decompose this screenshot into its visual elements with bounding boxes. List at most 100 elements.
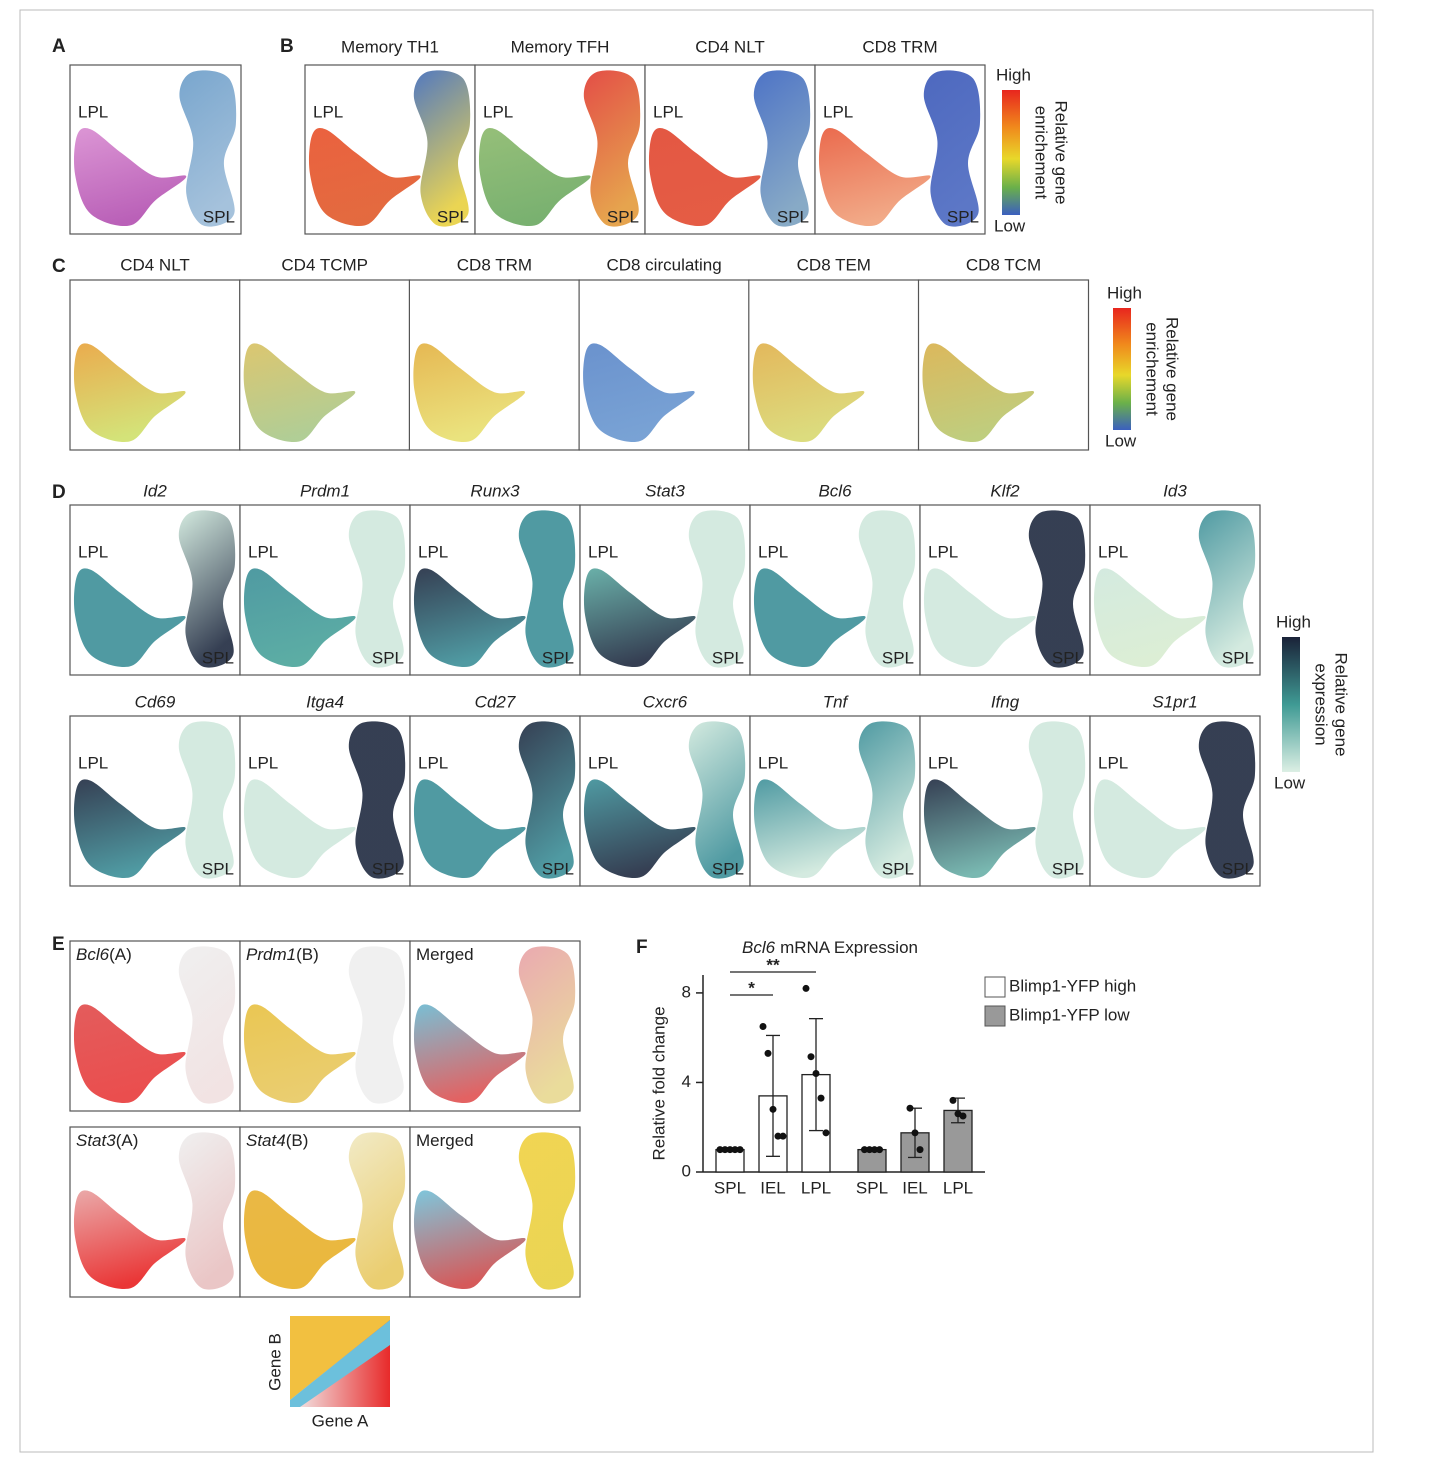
lpl-cluster bbox=[413, 343, 525, 443]
cluster-label: SPL bbox=[437, 207, 469, 226]
data-point bbox=[779, 1132, 787, 1140]
spl-cluster bbox=[923, 70, 981, 227]
data-point bbox=[759, 1022, 767, 1030]
panel-letter: B bbox=[280, 36, 294, 57]
plot-title: Bcl6 bbox=[818, 481, 852, 500]
data-point bbox=[911, 1129, 919, 1137]
plot-title: Id3 bbox=[1163, 481, 1187, 500]
plot-title: Tnf bbox=[823, 692, 850, 711]
cluster-label: SPL bbox=[1222, 648, 1254, 667]
legend-label: Blimp1-YFP high bbox=[1009, 976, 1136, 995]
spl-cluster bbox=[178, 946, 236, 1104]
cluster-label: LPL bbox=[823, 102, 853, 121]
y-tick-label: 0 bbox=[682, 1161, 691, 1180]
colorbar-low: Low bbox=[994, 216, 1026, 235]
data-point bbox=[959, 1112, 967, 1120]
cluster-label: LPL bbox=[483, 102, 513, 121]
plot-title: Prdm1 bbox=[300, 481, 350, 500]
legend-overlap bbox=[290, 1320, 390, 1407]
data-point bbox=[916, 1146, 924, 1154]
colorbar bbox=[1002, 90, 1020, 215]
colorbar-high: High bbox=[1276, 612, 1311, 631]
lpl-cluster bbox=[583, 779, 696, 879]
plot-title: Stat3 bbox=[645, 481, 685, 500]
lpl-cluster bbox=[583, 568, 696, 668]
lpl-cluster bbox=[73, 343, 186, 443]
plot-title: Memory TH1 bbox=[341, 37, 439, 56]
cluster-label: SPL bbox=[712, 648, 744, 667]
plot-title: S1pr1 bbox=[1152, 692, 1197, 711]
colorbar-label: expression bbox=[1312, 663, 1331, 745]
cluster-label: LPL bbox=[1098, 753, 1128, 772]
legend-swatch bbox=[984, 1005, 1006, 1027]
significance-label: * bbox=[748, 978, 755, 997]
cluster-label: SPL bbox=[607, 207, 639, 226]
data-point bbox=[721, 1146, 729, 1154]
y-tick-label: 4 bbox=[682, 1072, 691, 1091]
cluster-label: SPL bbox=[203, 207, 235, 226]
cluster-label: LPL bbox=[313, 102, 343, 121]
lpl-cluster bbox=[413, 779, 526, 879]
plot-title: Bcl6(A) bbox=[76, 945, 132, 964]
gene-role: (B) bbox=[286, 1131, 309, 1150]
spl-cluster bbox=[518, 1132, 576, 1290]
cluster-label: SPL bbox=[947, 207, 979, 226]
cluster-label: LPL bbox=[1098, 542, 1128, 561]
data-point bbox=[876, 1146, 883, 1154]
x-tick-label: LPL bbox=[943, 1178, 973, 1197]
plot-title: Prdm1(B) bbox=[246, 945, 319, 964]
plot-title: Runx3 bbox=[470, 481, 520, 500]
spl-cluster bbox=[688, 510, 746, 668]
gene-name: Prdm1 bbox=[246, 945, 296, 964]
lpl-cluster bbox=[752, 343, 865, 443]
plot-title: CD8 circulating bbox=[606, 255, 721, 274]
cluster-label: SPL bbox=[1052, 859, 1084, 878]
x-tick-label: SPL bbox=[856, 1178, 888, 1197]
spl-cluster bbox=[858, 721, 916, 879]
data-point bbox=[871, 1146, 878, 1154]
colorbar-low: Low bbox=[1274, 773, 1306, 792]
plot-title: Klf2 bbox=[990, 481, 1020, 500]
plot-title: Merged bbox=[416, 1131, 474, 1150]
plot-title: Memory TFH bbox=[511, 37, 610, 56]
plot-title: Itga4 bbox=[306, 692, 344, 711]
spl-cluster bbox=[753, 70, 811, 227]
plot-title: CD4 NLT bbox=[695, 37, 765, 56]
cluster-label: LPL bbox=[653, 102, 683, 121]
plot-title: Cd69 bbox=[135, 692, 176, 711]
gene-name: Stat4 bbox=[246, 1131, 286, 1150]
spl-cluster bbox=[178, 721, 236, 879]
lpl-cluster bbox=[73, 127, 187, 227]
spl-cluster bbox=[518, 946, 576, 1104]
legend-label: Blimp1-YFP low bbox=[1009, 1005, 1130, 1024]
lpl-cluster bbox=[73, 779, 186, 879]
colorbar-label: enrichement bbox=[1143, 322, 1162, 416]
chart-title: Bcl6 mRNA Expression bbox=[742, 938, 918, 957]
spl-cluster bbox=[348, 721, 406, 879]
colorbar-high: High bbox=[996, 65, 1031, 84]
data-point bbox=[716, 1146, 724, 1154]
cluster-label: SPL bbox=[1052, 648, 1084, 667]
gene-role: (A) bbox=[116, 1131, 139, 1150]
legend-swatch bbox=[984, 976, 1006, 998]
cluster-label: SPL bbox=[777, 207, 809, 226]
gene-name: Stat3 bbox=[76, 1131, 116, 1150]
panel-letter: E bbox=[52, 934, 65, 955]
lpl-cluster bbox=[648, 127, 761, 227]
cluster-label: SPL bbox=[542, 648, 574, 667]
cluster-label: SPL bbox=[542, 859, 574, 878]
lpl-cluster bbox=[923, 779, 1036, 879]
colorbar bbox=[1113, 308, 1131, 430]
cluster-label: LPL bbox=[588, 753, 618, 772]
plot-title: Ifng bbox=[991, 692, 1020, 711]
lpl-cluster bbox=[1093, 568, 1206, 668]
plot-title: Cd27 bbox=[475, 692, 516, 711]
plot-title: CD4 TCMP bbox=[281, 255, 368, 274]
colorbar-label: Relative gene bbox=[1163, 317, 1182, 421]
x-tick-label: SPL bbox=[714, 1178, 746, 1197]
spl-cluster bbox=[688, 721, 746, 879]
panel-letter: C bbox=[52, 256, 66, 277]
panel-letter: A bbox=[52, 36, 66, 57]
lpl-cluster bbox=[308, 127, 421, 227]
plot-title: CD8 TRM bbox=[862, 37, 937, 56]
